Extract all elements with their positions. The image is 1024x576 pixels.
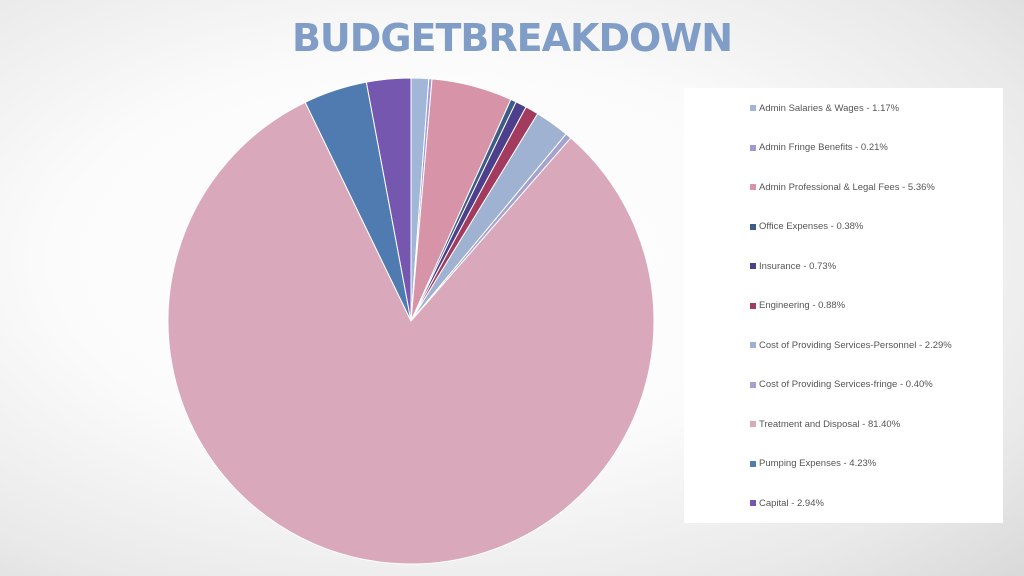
legend-swatch	[750, 302, 756, 309]
legend-label: Insurance - 0.73%	[759, 260, 837, 272]
chart-title: BUDGETBREAKDOWN	[291, 16, 733, 60]
legend-item: Office Expenses - 0.38%	[750, 220, 863, 234]
legend-item: Cost of Providing Services-Personnel - 2…	[750, 338, 952, 352]
legend-item: Capital - 2.94%	[750, 496, 824, 510]
legend-swatch	[750, 381, 756, 388]
legend-label: Admin Fringe Benefits - 0.21%	[759, 142, 888, 153]
legend-item: Insurance - 0.73%	[750, 259, 836, 273]
legend-label: Cost of Providing Services-fringe - 0.40…	[759, 379, 933, 390]
legend-swatch	[750, 500, 756, 506]
legend-swatch	[750, 421, 756, 427]
legend-item: Pumping Expenses - 4.23%	[750, 457, 876, 471]
legend-swatch	[750, 144, 756, 151]
legend-label: Admin Salaries & Wages - 1.17%	[759, 102, 900, 114]
legend-item: Admin Professional & Legal Fees - 5.36%	[750, 180, 935, 194]
legend-swatch	[750, 105, 756, 111]
pie-slice	[167, 101, 655, 565]
legend-item: Cost of Providing Services-fringe - 0.40…	[750, 378, 933, 392]
legend-label: Admin Professional & Legal Fees - 5.36%	[759, 181, 935, 193]
chart-legend: Admin Salaries & Wages - 1.17% Admin Frin…	[684, 88, 1003, 523]
pie-slice	[365, 77, 412, 322]
legend-label: Engineering - 0.88%	[759, 300, 846, 311]
legend-swatch	[750, 460, 756, 467]
legend-label: Cost of Providing Services-Personnel - 2…	[759, 339, 952, 351]
legend-item: Treatment and Disposal - 81.40%	[750, 417, 900, 431]
legend-swatch	[750, 223, 756, 230]
legend-label: Pumping Expenses - 4.23%	[759, 458, 877, 469]
legend-swatch	[750, 184, 756, 190]
legend-swatch	[750, 263, 756, 269]
legend-item: Admin Fringe Benefits - 0.21%	[750, 141, 888, 155]
legend-label: Treatment and Disposal - 81.40%	[759, 418, 901, 430]
legend-label: Office Expenses - 0.38%	[759, 221, 864, 232]
legend-item: Admin Salaries & Wages - 1.17%	[750, 101, 899, 115]
legend-item: Engineering - 0.88%	[750, 299, 845, 313]
legend-label: Capital - 2.94%	[759, 497, 824, 509]
legend-swatch	[750, 342, 756, 348]
